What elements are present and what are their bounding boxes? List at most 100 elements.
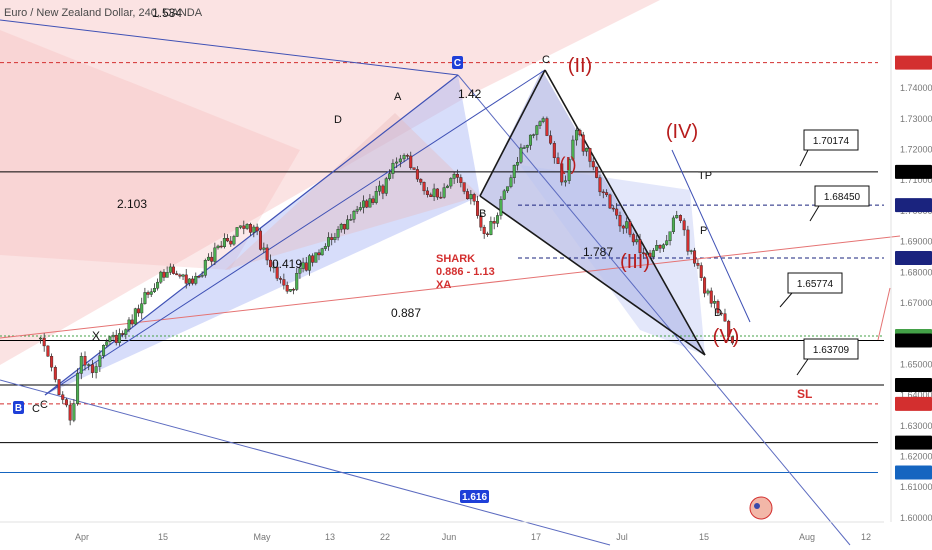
candle-body: [140, 303, 144, 314]
candle-body: [295, 273, 299, 290]
candle-body: [535, 125, 539, 135]
candle-body: [522, 147, 526, 149]
candle-body: [339, 223, 343, 230]
ratio-0-887: 0.887: [391, 306, 421, 320]
candle-body: [532, 134, 536, 136]
candle-body: [42, 337, 46, 347]
candle-body: [469, 194, 473, 200]
candle-body: [398, 158, 402, 163]
candle-body: [374, 191, 378, 203]
candle-body: [439, 196, 443, 199]
xa-leg-shade: [0, 30, 300, 270]
candle-body: [608, 194, 612, 209]
candle-body: [545, 118, 549, 136]
candle-body: [245, 223, 249, 229]
pattern-shade: [225, 113, 480, 270]
candle-body: [187, 278, 191, 284]
candle-body: [462, 182, 466, 192]
candle-body: [472, 194, 476, 202]
price-tag-bg-8: [878, 435, 890, 450]
candle-body: [358, 207, 362, 210]
callout-value-2: 1.65774: [797, 279, 834, 290]
candle-body: [575, 129, 579, 141]
candle-body: [496, 215, 500, 224]
price-label-bg-0: [895, 55, 932, 70]
candle-body: [219, 245, 223, 248]
candle-body: [605, 192, 609, 196]
point-label-d: D: [714, 307, 722, 319]
badge-b-text: B: [15, 403, 22, 414]
candle-body: [412, 167, 416, 170]
y-tick-label-10: 1.64000: [900, 390, 932, 400]
wave-v: (V): [713, 326, 740, 348]
shark-line-b-c: [479, 69, 546, 197]
price-label-bg-5: [895, 333, 932, 348]
candle-body: [598, 177, 602, 193]
candle-body: [301, 262, 305, 269]
candle-body: [181, 274, 185, 277]
wave5-channel: [671, 149, 751, 323]
candle-body: [635, 239, 639, 243]
candle-body: [541, 118, 545, 122]
candle-body: [206, 256, 210, 261]
candle-body: [512, 164, 516, 178]
candle-body: [466, 191, 470, 200]
candle-body: [172, 266, 176, 274]
callout-box-2: [787, 272, 843, 294]
candle-body: [581, 134, 585, 152]
candle-body: [621, 225, 625, 229]
candle-body: [105, 341, 109, 346]
price-label-bg-1: [895, 164, 932, 179]
candle-body: [197, 275, 201, 278]
x-tick-label-10: 12: [861, 532, 871, 542]
price-label-bg-6: [895, 377, 932, 392]
candle-body: [668, 231, 672, 241]
candle-body: [449, 178, 453, 187]
y-tick-label-9: 1.65000: [900, 359, 932, 369]
candle-body: [405, 155, 409, 157]
x-tick-label-4: 22: [380, 532, 390, 542]
x-tick-label-8: 15: [699, 532, 709, 542]
candle-body: [675, 215, 679, 219]
candle-body: [709, 290, 713, 304]
candle-body: [143, 292, 147, 304]
candle-body: [519, 147, 523, 163]
candle-body: [61, 394, 65, 400]
candle-body: [333, 237, 337, 240]
candle-body: [258, 230, 262, 250]
candle-body: [111, 334, 115, 338]
candle-body: [64, 399, 68, 406]
candle-body: [378, 185, 382, 192]
candle-body: [311, 255, 315, 263]
candle-body: [651, 250, 655, 258]
candle-body: [50, 355, 54, 368]
candle-body: [563, 180, 567, 183]
candle-body: [362, 200, 366, 208]
callout-box-1: [814, 185, 870, 207]
trendline-lower-blue: [0, 379, 611, 546]
ratio-1-534: 1.534: [152, 6, 182, 20]
point-label-a: A: [394, 91, 402, 103]
candle-body: [262, 247, 266, 250]
candle-body: [200, 275, 204, 277]
candle-body: [178, 274, 182, 277]
x-tick-label-2: May: [253, 532, 271, 542]
candle-body: [479, 215, 483, 228]
candle-body: [304, 262, 308, 271]
point-label-c-low: C: [32, 403, 40, 415]
candle-body: [216, 245, 220, 249]
candle-body: [625, 221, 629, 229]
candle-body: [578, 129, 582, 136]
candle-body: [72, 403, 76, 421]
candle-body: [661, 244, 665, 249]
callout-pointer-2: [779, 292, 793, 308]
candle-body: [432, 188, 436, 197]
candle-body: [210, 256, 214, 262]
ratio-0-419: 0.419: [272, 257, 302, 271]
candle-body: [255, 226, 259, 232]
candle-body: [365, 200, 369, 208]
callout-value-0: 1.70174: [813, 136, 850, 147]
y-tick-label-11: 1.63000: [900, 421, 932, 431]
